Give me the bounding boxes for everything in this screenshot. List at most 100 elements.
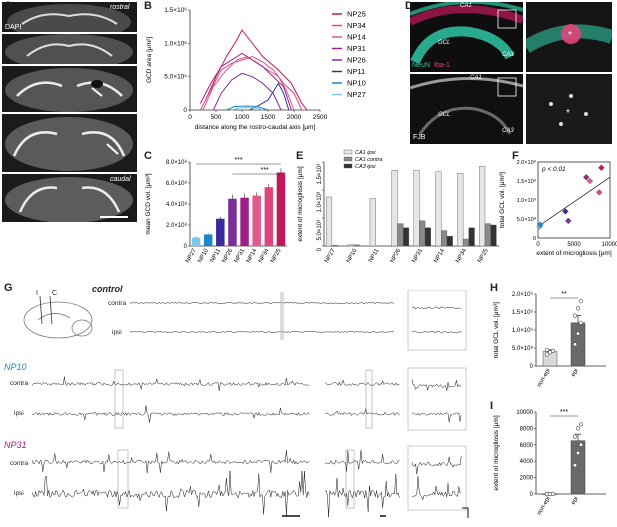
zoom-box-np10 (407, 367, 467, 431)
gcl-label-top: GCL (438, 40, 451, 46)
trace-label-np31-ipsi: ipsi (14, 490, 24, 497)
legend-label-2: CA3 ipsi (355, 164, 376, 170)
y-tick-label: 1.0×10⁹ (517, 197, 536, 204)
data-point (578, 299, 584, 304)
x-tick-label: NP25 (270, 247, 283, 264)
y-tick-label: 5.0×10⁸ (512, 345, 534, 352)
highlight-window (345, 449, 355, 509)
brain-section-image (2, 2, 137, 32)
bar-np31 (240, 197, 249, 246)
highlight-window (365, 369, 373, 429)
y-tick-label: 6.0×10⁸ (166, 180, 188, 187)
legend-label-np10: NP10 (347, 79, 366, 88)
significance-label: ** (561, 291, 567, 298)
scatter-point-np34 (595, 189, 603, 196)
x-tick-label: 2500 (313, 114, 328, 121)
bar-np10-series-0 (347, 244, 354, 247)
y-tick-label: 0 (184, 244, 188, 250)
brain-section-image (2, 174, 137, 222)
legend-label-1: CA1 contra (355, 157, 383, 163)
trace-zoom-control-ipsi (411, 330, 462, 334)
series-line-np31 (199, 52, 292, 111)
data-point (572, 342, 578, 347)
legend-label-np25: NP25 (347, 10, 366, 19)
trace-label-control-ipsi: ipsi (112, 329, 122, 336)
bar-np25-series-0 (479, 166, 486, 247)
brain-section-image (2, 34, 137, 64)
bar-np11-series-0 (369, 198, 376, 247)
neun-iba1-zoom-image: * (526, 2, 612, 72)
regression-line (537, 176, 611, 227)
y-tick-label: 2000 (520, 476, 534, 482)
trace-label-np10-ipsi: ipsi (14, 410, 24, 417)
brain-schematic (23, 295, 93, 339)
bar-np31-series-2 (424, 227, 431, 247)
y-tick-label: 1.5×10⁹ (517, 178, 536, 185)
gcl-label-bottom: GCL (438, 112, 451, 118)
trace-np31-contra (31, 450, 310, 474)
bar-np27 (191, 237, 201, 246)
x-tick-label: epi (571, 368, 580, 378)
y-tick-label: 6000 (520, 443, 534, 449)
panel-c-label: C (144, 150, 152, 162)
group-title-control: control (92, 284, 123, 294)
y-tick-label: 0 (530, 364, 534, 370)
trace-label-np10-contra: contra (10, 380, 29, 387)
bar-np34-series-1 (462, 238, 470, 247)
data-point (578, 422, 584, 427)
fjb-zoom-image: * (526, 74, 612, 144)
data-point (578, 442, 584, 447)
x-tick-label: 10000 (602, 242, 617, 248)
y-tick-label: 5.0×10⁵ (164, 74, 187, 81)
trace-zoom-np10-ipsi (411, 412, 462, 423)
gcl-vs-microgliosis-scatter: 0 5000 10000 0 5.0×10⁸ 1.0×10⁹ 1.5×10⁹ 2.0×10⁹ e… (499, 159, 617, 257)
y-tick-label: 0 (533, 236, 536, 242)
brain-section-4 (2, 114, 137, 172)
trace-label-control-contra: contra (108, 300, 127, 307)
scatter-point-np14 (586, 177, 594, 185)
y-axis-label: extent of microgliosis [μm] (493, 415, 500, 490)
y-tick-label: 5.0×10⁸ (517, 216, 536, 223)
zoom-box-control (407, 290, 467, 351)
x-tick-label: epi (571, 496, 580, 506)
series-line-np27 (231, 106, 263, 111)
data-point (550, 491, 556, 497)
fjb-zoom-photo: * (526, 74, 612, 144)
microgliosis-grouped-bar-chart: 0 5.0×10³ 1.0×10³ 1.5×10³ extent of microgli… (297, 149, 499, 264)
x-tick-label: NP11 (368, 247, 381, 263)
x-tick-label: non-epi (537, 496, 552, 516)
y-tick-label: 0 (183, 107, 187, 114)
bar-np26 (228, 198, 237, 246)
scatter-point-np10 (536, 221, 544, 228)
trace-control-ipsi (129, 330, 395, 334)
y-tick-label: 2.0×10⁹ (517, 159, 536, 166)
panel-h-label: H (490, 282, 498, 294)
mean-gcd-vol-bar-chart: 0 2.0×10⁸ 4.0×10⁸ 6.0×10⁸ 8.0×10⁸ mean GCD vo… (145, 157, 287, 264)
data-point (575, 426, 581, 431)
data-point (575, 331, 581, 336)
y-tick-label: 1.5×10⁹ (512, 309, 534, 316)
bar-np11 (216, 218, 225, 246)
bar-np34-series-0 (457, 173, 464, 247)
bar-np25-series-1 (484, 223, 491, 247)
panel-g-label: G (4, 282, 13, 294)
bar-np26-series-2 (402, 227, 410, 247)
y-tick-label: 1.0×10⁶ (164, 40, 187, 47)
data-point (572, 434, 578, 439)
total-gcl-vol-bar-chart: 0 5.0×10⁸ 1.0×10⁹ 1.5×10⁹ 2.0×10⁹ total GCL v… (493, 291, 606, 388)
bar-np26-series-0 (391, 170, 398, 247)
trace-np31-zoom-ipsi (324, 473, 400, 518)
bar-np27-series-1 (331, 245, 338, 247)
bar-np34 (264, 187, 274, 246)
group-title-np31: NP31 (4, 440, 27, 450)
data-point (578, 320, 584, 325)
data-point (544, 347, 550, 352)
x-tick-label: 0 (536, 242, 540, 248)
significance-label: *** (560, 409, 568, 416)
data-point (572, 463, 578, 468)
legend-swatch-0 (343, 149, 353, 155)
x-tick-label: NP31 (411, 247, 424, 264)
svg-text:*: * (566, 108, 570, 119)
series-line-np26 (212, 72, 282, 111)
y-axis-label: total GCL vol. [μm³] (499, 172, 506, 228)
